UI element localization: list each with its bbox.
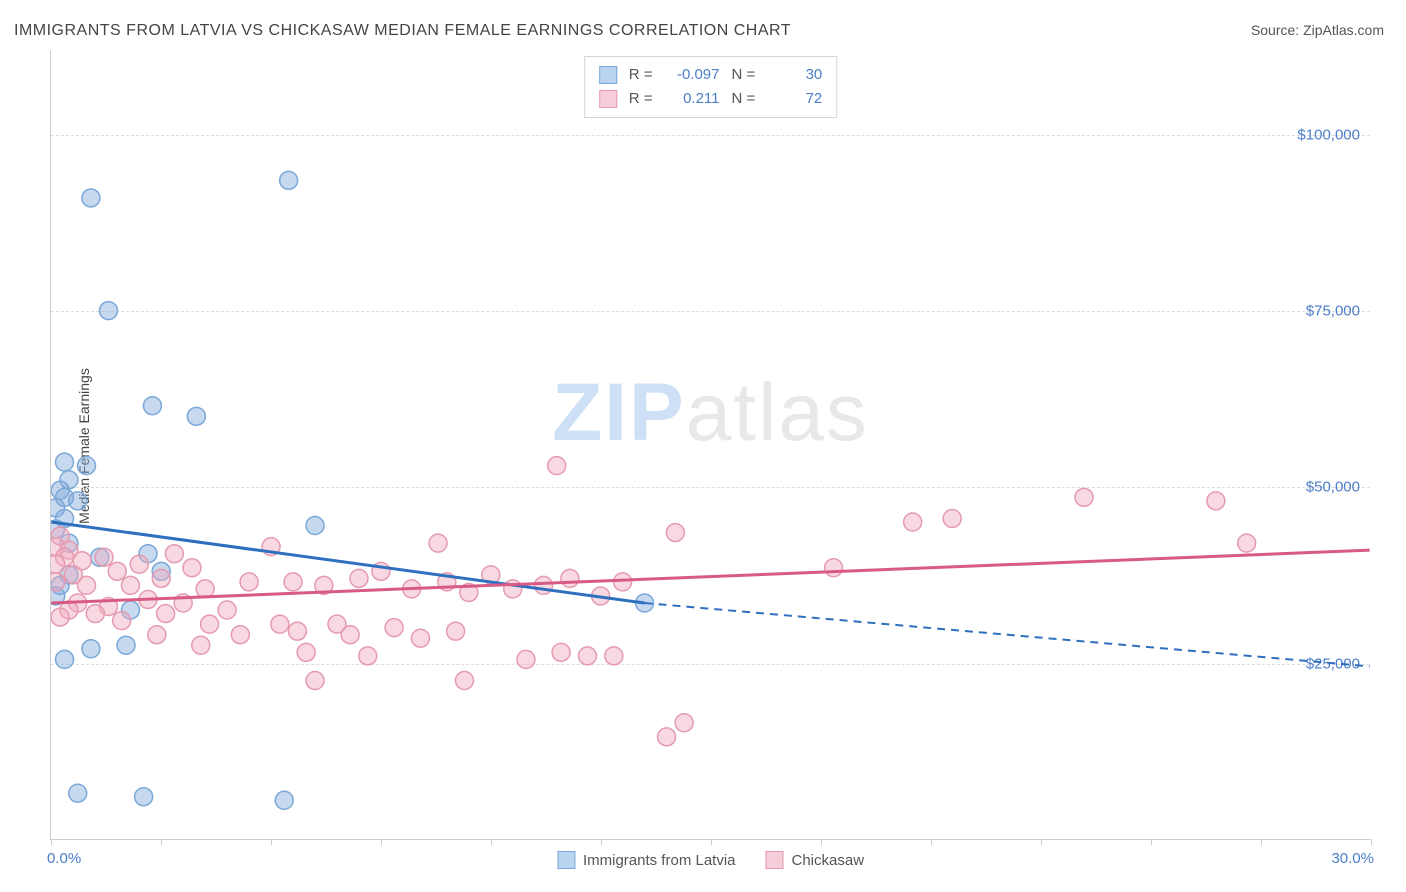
chart-title: IMMIGRANTS FROM LATVIA VS CHICKASAW MEDI… xyxy=(14,22,791,40)
swatch-latvia-bottom xyxy=(557,851,575,869)
series-name-latvia: Immigrants from Latvia xyxy=(583,852,736,869)
x-axis-min-label: 0.0% xyxy=(47,850,81,867)
r-value-chickasaw: 0.211 xyxy=(665,87,720,111)
r-value-latvia: -0.097 xyxy=(665,63,720,87)
legend-item-latvia: Immigrants from Latvia xyxy=(557,851,736,869)
swatch-chickasaw-bottom xyxy=(766,851,784,869)
n-value-chickasaw: 72 xyxy=(767,87,822,111)
x-axis-max-label: 30.0% xyxy=(1331,850,1374,867)
chart-plot-area: ZIPatlas R = -0.097 N = 30 R = 0.211 N =… xyxy=(50,50,1370,840)
scatter-svg xyxy=(51,50,1370,839)
swatch-chickasaw xyxy=(599,90,617,108)
series-name-chickasaw: Chickasaw xyxy=(792,852,865,869)
legend-row-chickasaw: R = 0.211 N = 72 xyxy=(599,87,823,111)
series-legend: Immigrants from Latvia Chickasaw xyxy=(557,851,864,869)
source-attribution: Source: ZipAtlas.com xyxy=(1251,22,1384,38)
n-value-latvia: 30 xyxy=(767,63,822,87)
legend-item-chickasaw: Chickasaw xyxy=(766,851,865,869)
swatch-latvia xyxy=(599,66,617,84)
correlation-legend: R = -0.097 N = 30 R = 0.211 N = 72 xyxy=(584,56,838,118)
legend-row-latvia: R = -0.097 N = 30 xyxy=(599,63,823,87)
